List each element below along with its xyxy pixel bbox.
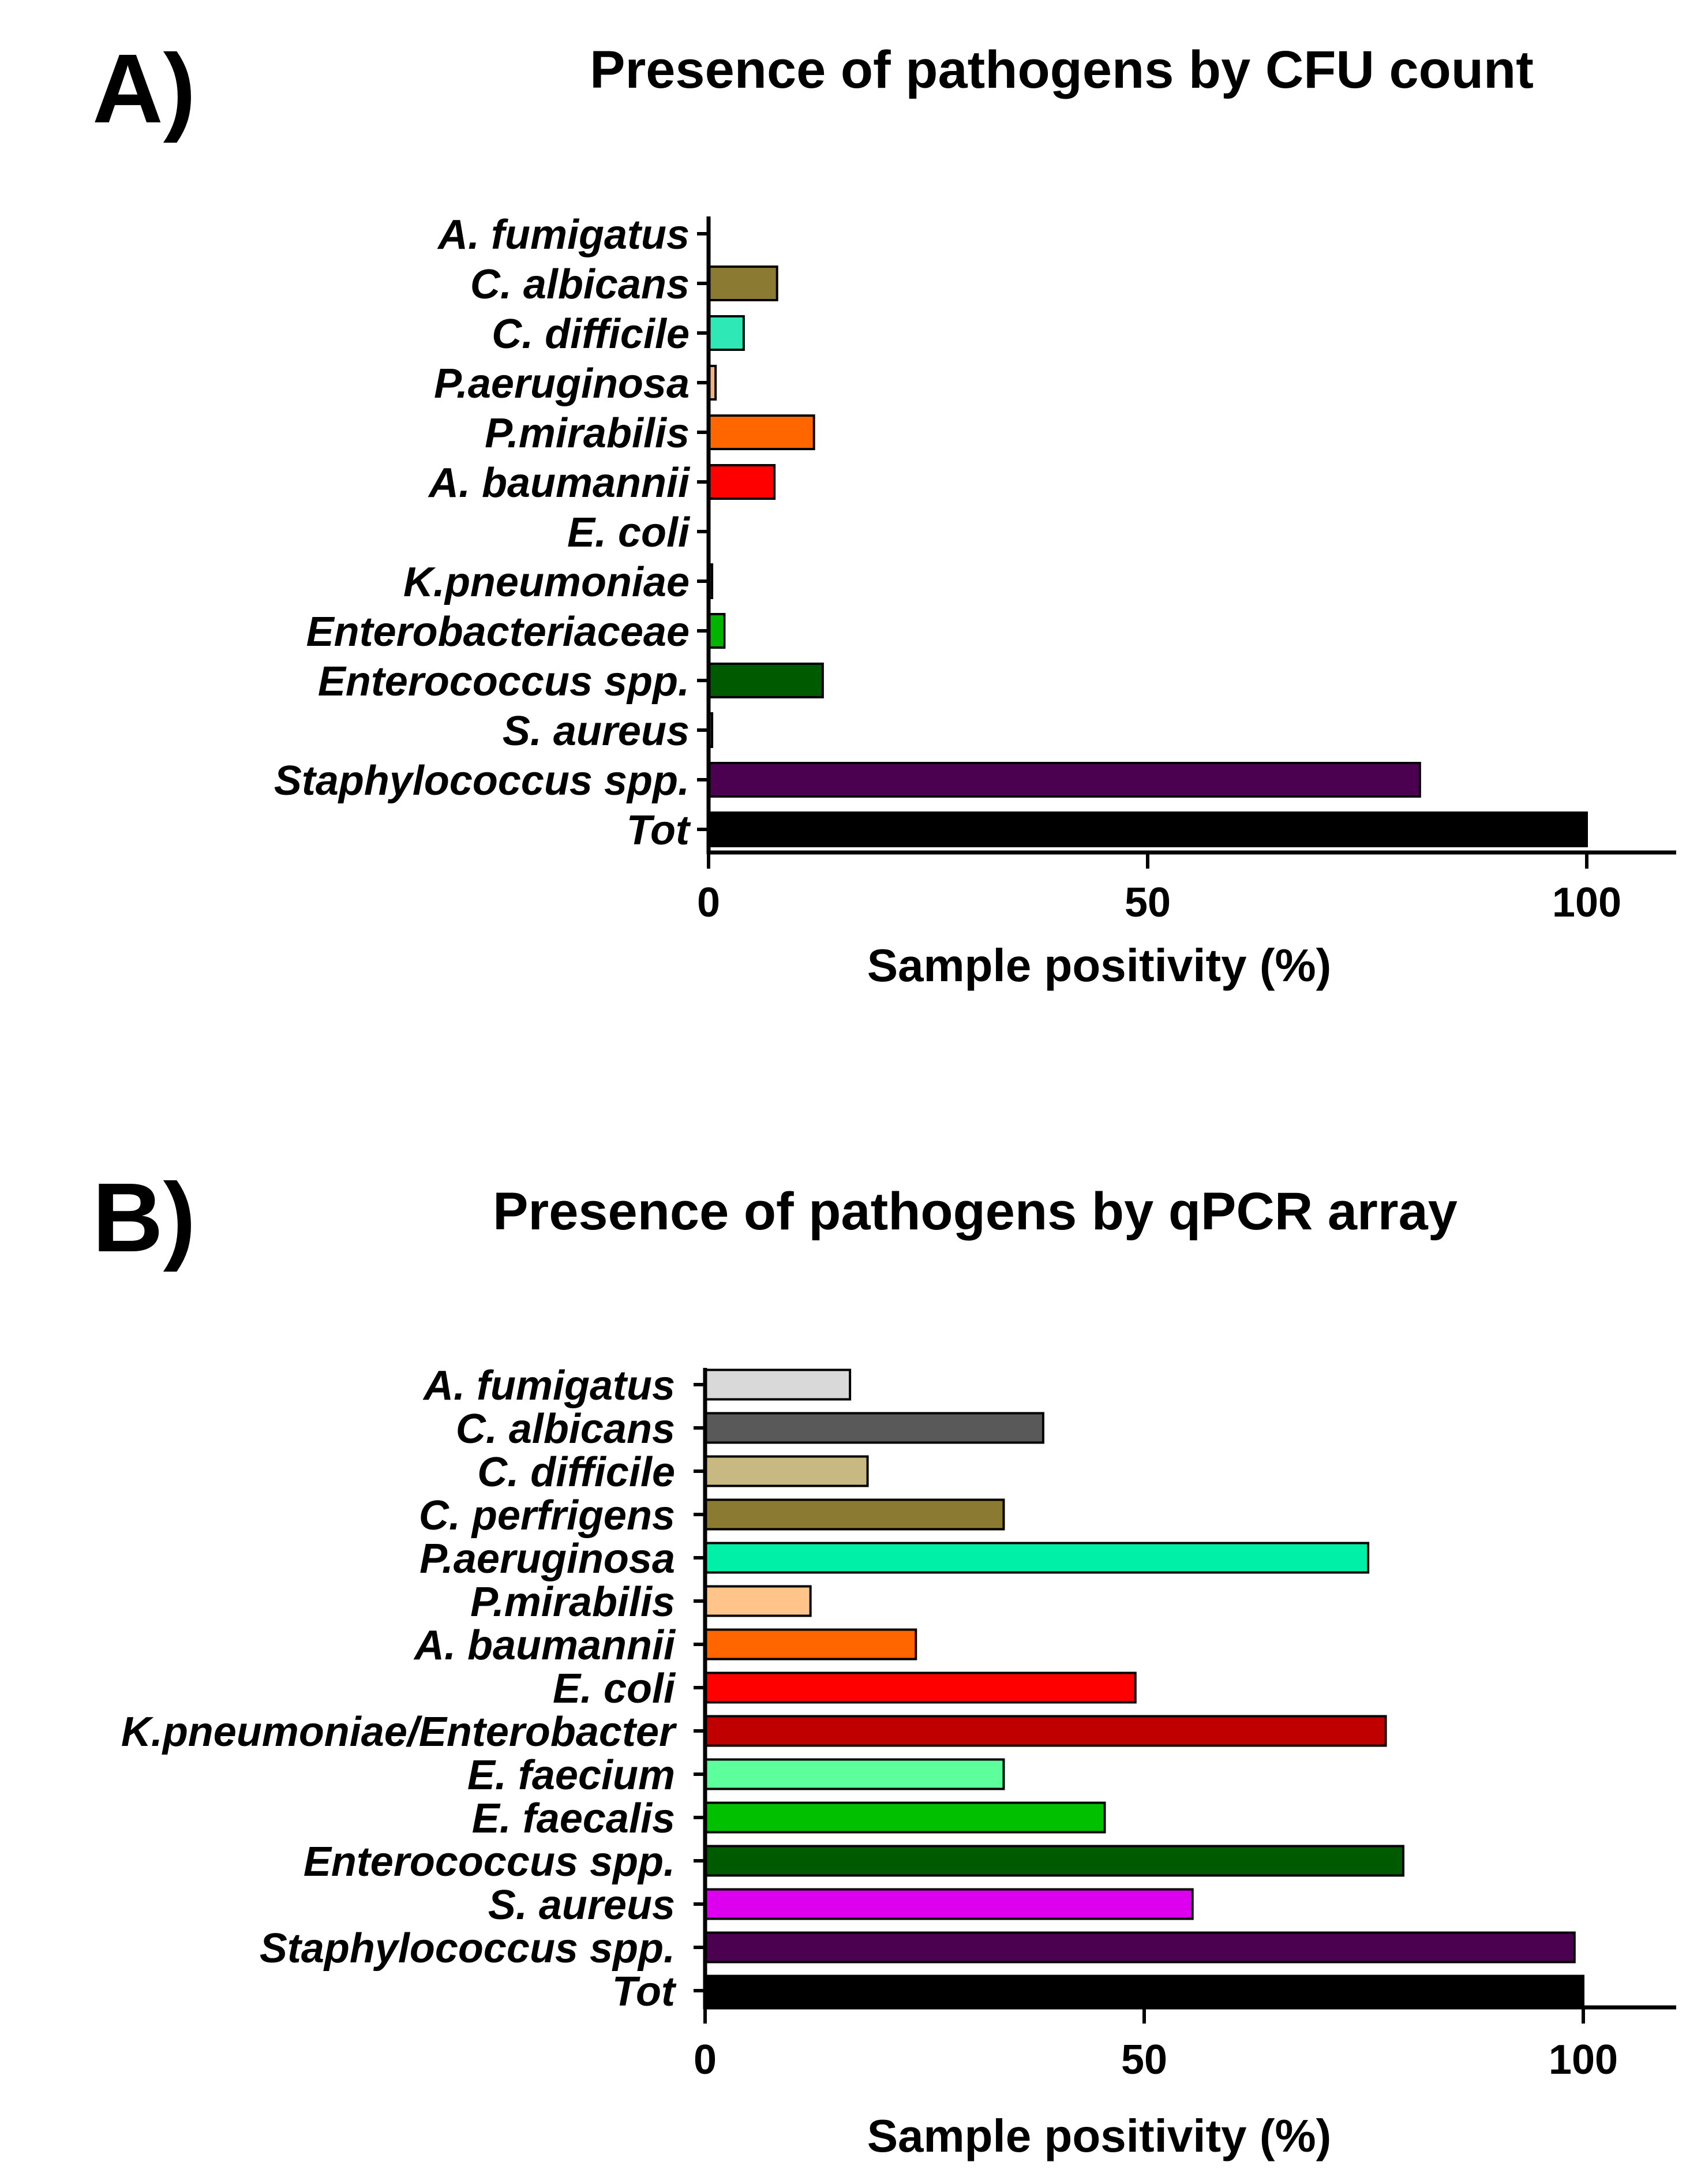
panel-a-x-tick-label-100: 100 xyxy=(1552,880,1621,926)
panel-a-category-label-p-aeruginosa: P.aeruginosa xyxy=(434,361,690,407)
panel-b-x-tick-label-50: 50 xyxy=(1121,2037,1167,2083)
panel-b-category-label-p-aeruginosa: P.aeruginosa xyxy=(419,1536,675,1582)
panel-b-bar-p-aeruginosa xyxy=(704,1542,1370,1574)
panel-a-bar-enterobacteriaceae xyxy=(707,613,726,649)
panel-a-x-tick-label-50: 50 xyxy=(1125,880,1171,926)
panel-b-axes xyxy=(694,1368,1676,2010)
panel-b-x-axis-label: Sample positivity (%) xyxy=(867,2110,1332,2161)
panel-b-category-label-tot: Tot xyxy=(612,1969,677,2015)
panel-a-category-label-p-mirabilis: P.mirabilis xyxy=(485,410,690,457)
panel-b-bar-e-faecium xyxy=(704,1758,1005,1790)
panel-b-bar-p-mirabilis xyxy=(704,1585,812,1617)
panel-a-bar-p-mirabilis xyxy=(707,414,815,450)
panel-b-chart: B) Presence of pathogens by qPCR array A… xyxy=(92,1163,1676,2161)
panel-b-category-label-e-coli: E. coli xyxy=(553,1666,676,1712)
panel-b-bar-e-faecalis xyxy=(704,1801,1106,1834)
panel-b-bar-e-coli xyxy=(704,1671,1137,1704)
panel-a-category-label-a-fumigatus: A. fumigatus xyxy=(437,212,690,258)
panel-a-category-label-a-baumannii: A. baumannii xyxy=(428,460,691,506)
panel-a-chart: A) Presence of pathogens by CFU count A.… xyxy=(92,34,1676,991)
panel-b-bar-a-fumigatus xyxy=(704,1368,852,1401)
panel-a-bars xyxy=(707,265,1588,847)
panel-a-category-label-tot: Tot xyxy=(627,807,691,854)
panel-b-bar-enterococcus-spp xyxy=(704,1845,1404,1877)
panel-b-category-label-p-mirabilis: P.mirabilis xyxy=(470,1579,675,1625)
panel-a-label: A) xyxy=(92,34,196,144)
panel-a-x-tick-label-0: 0 xyxy=(697,880,720,926)
panel-b-bar-c-albicans xyxy=(704,1412,1044,1444)
panel-a-category-label-staphylococcus-spp: Staphylococcus spp. xyxy=(274,758,690,804)
panel-a-bar-tot xyxy=(707,811,1588,847)
panel-b-category-label-e-faecalis: E. faecalis xyxy=(472,1796,675,1842)
panel-a-bar-c-albicans xyxy=(707,265,778,301)
panel-a-title: Presence of pathogens by CFU count xyxy=(590,40,1534,99)
panel-b-bar-s-aureus xyxy=(704,1888,1194,1920)
panel-b-category-label-s-aureus: S. aureus xyxy=(488,1882,675,1928)
panel-b-category-label-e-faecium: E. faecium xyxy=(467,1752,675,1798)
panel-b-x-tick-label-100: 100 xyxy=(1549,2037,1618,2083)
panel-b-bar-c-perfrigens xyxy=(704,1498,1005,1531)
panel-a-category-label-c-albicans: C. albicans xyxy=(470,261,690,308)
panel-a-category-label-e-coli: E. coli xyxy=(567,510,691,556)
panel-b-bar-a-baumannii xyxy=(704,1628,917,1661)
panel-b-bar-tot xyxy=(704,1974,1584,2007)
panel-b-bar-k-pneumoniae-enterobacter xyxy=(704,1715,1387,1747)
panel-a-x-ticks: 0 50 100 xyxy=(697,852,1621,926)
panel-b-x-tick-label-0: 0 xyxy=(694,2037,717,2083)
panel-a-category-label-s-aureus: S. aureus xyxy=(503,708,690,754)
panel-b-bars xyxy=(704,1368,1584,2007)
panel-b-category-label-enterococcus-spp: Enterococcus spp. xyxy=(304,1839,675,1885)
panel-a-category-label-enterobacteriaceae: Enterobacteriaceae xyxy=(306,609,690,655)
panel-b-category-label-c-perfrigens: C. perfrigens xyxy=(419,1493,675,1539)
panel-b-category-label-c-albicans: C. albicans xyxy=(456,1406,675,1452)
panel-a-category-label-enterococcus-spp: Enterococcus spp. xyxy=(318,659,690,705)
panel-a-bar-c-difficile xyxy=(707,315,745,351)
panel-b-bar-c-difficile xyxy=(704,1455,869,1487)
panel-b-category-label-a-fumigatus: A. fumigatus xyxy=(422,1363,675,1409)
panel-b-label: B) xyxy=(92,1163,196,1273)
panel-a-bar-a-baumannii xyxy=(707,464,776,500)
panel-b-category-label-a-baumannii: A. baumannii xyxy=(413,1622,676,1669)
panel-a-bar-staphylococcus-spp xyxy=(707,762,1421,798)
panel-a-bar-enterococcus-spp xyxy=(707,663,824,698)
panel-b-category-label-c-difficile: C. difficile xyxy=(477,1449,675,1495)
panel-a-category-label-k-pneumoniae: K.pneumoniae xyxy=(403,559,690,605)
panel-b-x-ticks: 0 50 100 xyxy=(694,2007,1618,2083)
panel-a-category-label-c-difficile: C. difficile xyxy=(492,311,690,357)
panel-b-title: Presence of pathogens by qPCR array xyxy=(493,1182,1458,1241)
panel-b-bar-staphylococcus-spp xyxy=(704,1931,1576,1964)
panel-b-category-label-staphylococcus-spp: Staphylococcus spp. xyxy=(260,1925,675,1972)
panel-b-category-label-k-pneumoniae-enterobacter: K.pneumoniae/Enterobacter xyxy=(121,1709,677,1755)
panel-a-x-axis-label: Sample positivity (%) xyxy=(867,940,1332,991)
panel-a-axes xyxy=(697,216,1676,855)
